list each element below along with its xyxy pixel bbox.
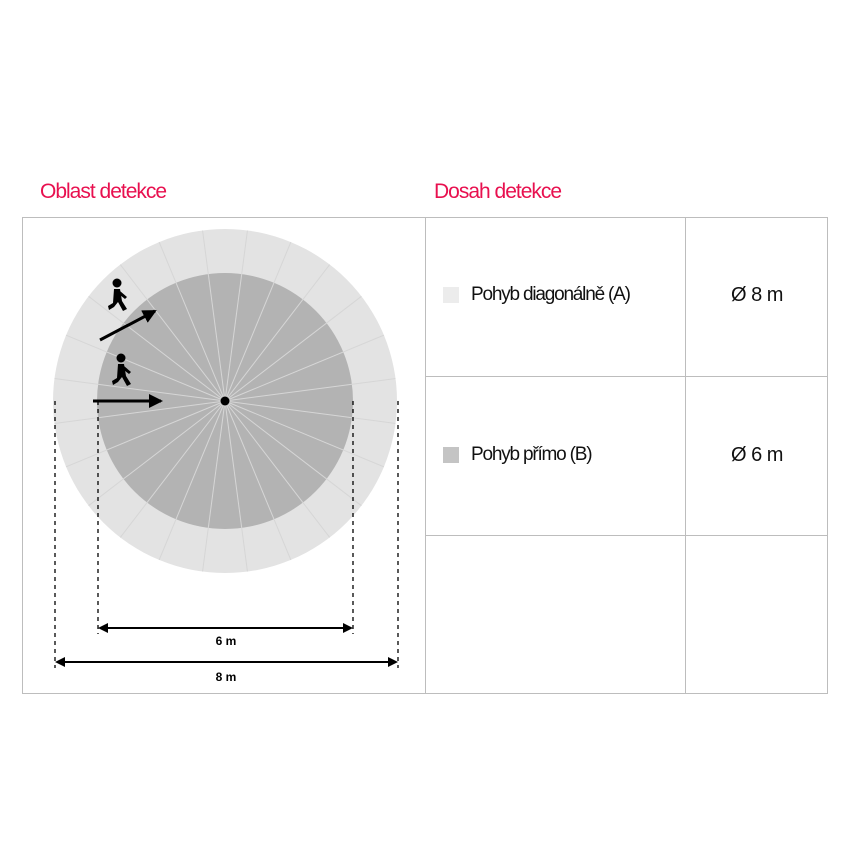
sensor-dot	[220, 396, 230, 406]
divider	[425, 217, 426, 694]
inner-diameter-label: 6 m	[216, 634, 237, 648]
range-value-direct: Ø 6 m	[731, 444, 783, 466]
zone-spoke	[65, 334, 226, 402]
zone-spoke	[202, 400, 226, 572]
zone-spoke	[224, 400, 385, 468]
divider	[425, 535, 828, 536]
zone-spoke	[158, 241, 226, 402]
swatch-direct	[443, 447, 459, 463]
zone-spoke	[224, 230, 248, 402]
zone-spokes	[54, 230, 396, 572]
zone-spoke	[224, 334, 385, 402]
zone-spoke	[88, 400, 226, 507]
detection-range-heading: Dosah detekce	[434, 180, 562, 203]
legend-item-direct: Pohyb přímo (B)	[443, 444, 593, 466]
zone-spoke	[224, 295, 362, 402]
detection-diagram: 6 m 8 m	[53, 229, 399, 684]
range-value-diagonal: Ø 8 m	[731, 284, 783, 306]
zone-spoke	[158, 400, 226, 561]
zone-spoke	[224, 378, 396, 402]
zone-spoke	[54, 378, 226, 402]
zone-spoke	[202, 230, 226, 402]
zone-spoke	[224, 400, 292, 561]
legend-label: Pohyb přímo (B)	[471, 444, 593, 465]
zone-spoke	[54, 400, 226, 424]
zone-spoke	[224, 264, 331, 402]
diagonal-motion-arrow	[99, 309, 157, 342]
dimension-guides	[54, 401, 399, 668]
outer-diameter-label: 8 m	[216, 670, 237, 684]
divider	[685, 217, 686, 694]
zone-spoke	[65, 400, 226, 468]
zone-spoke	[119, 264, 226, 402]
zone-spoke	[224, 400, 331, 538]
detection-area-heading: Oblast detekce	[40, 180, 167, 203]
zone-spoke	[88, 295, 226, 402]
walking-person-icon	[112, 353, 131, 386]
zone-spoke	[224, 400, 362, 507]
zone-spoke	[224, 400, 396, 424]
zone-spoke	[224, 400, 248, 572]
walking-person-icon	[108, 278, 127, 311]
swatch-diagonal	[443, 287, 459, 303]
zone-spoke	[119, 400, 226, 538]
legend-item-diagonal: Pohyb diagonálně (A)	[443, 284, 631, 306]
legend-label: Pohyb diagonálně (A)	[471, 284, 631, 305]
divider	[425, 376, 828, 377]
zone-spoke	[224, 241, 292, 402]
